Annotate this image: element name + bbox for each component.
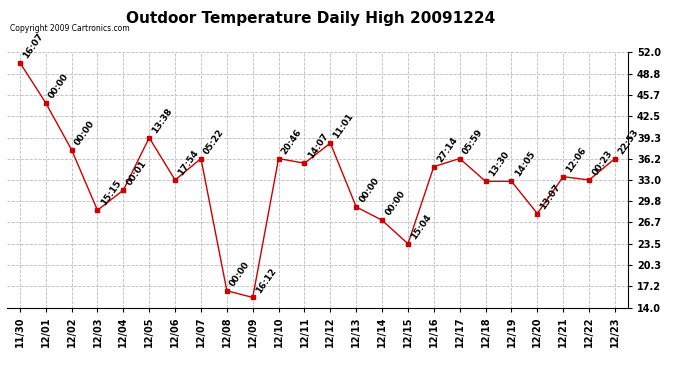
Text: 13:30: 13:30	[487, 150, 511, 178]
Text: 00:23: 00:23	[591, 149, 614, 177]
Text: 05:22: 05:22	[202, 127, 226, 156]
Text: 05:59: 05:59	[461, 127, 485, 156]
Text: 00:00: 00:00	[357, 176, 381, 204]
Text: Outdoor Temperature Daily High 20091224: Outdoor Temperature Daily High 20091224	[126, 11, 495, 26]
Text: 00:00: 00:00	[384, 189, 407, 217]
Text: 16:07: 16:07	[21, 31, 45, 60]
Text: 22:53: 22:53	[616, 127, 640, 156]
Text: 11:01: 11:01	[332, 112, 355, 140]
Text: 20:46: 20:46	[280, 127, 304, 156]
Text: 00:01: 00:01	[125, 159, 148, 187]
Text: 27:14: 27:14	[435, 135, 459, 164]
Text: 13:38: 13:38	[150, 106, 175, 135]
Text: 16:12: 16:12	[254, 266, 278, 295]
Text: Copyright 2009 Cartronics.com: Copyright 2009 Cartronics.com	[10, 24, 130, 33]
Text: 17:54: 17:54	[177, 148, 200, 177]
Text: 00:00: 00:00	[47, 72, 70, 100]
Text: 00:00: 00:00	[228, 260, 252, 288]
Text: 15:04: 15:04	[409, 212, 433, 241]
Text: 00:00: 00:00	[73, 119, 97, 147]
Text: 14:07: 14:07	[306, 132, 330, 160]
Text: 14:05: 14:05	[513, 150, 537, 178]
Text: 15:15: 15:15	[99, 179, 123, 207]
Text: 13:07: 13:07	[539, 182, 562, 211]
Text: 12:06: 12:06	[564, 146, 589, 174]
